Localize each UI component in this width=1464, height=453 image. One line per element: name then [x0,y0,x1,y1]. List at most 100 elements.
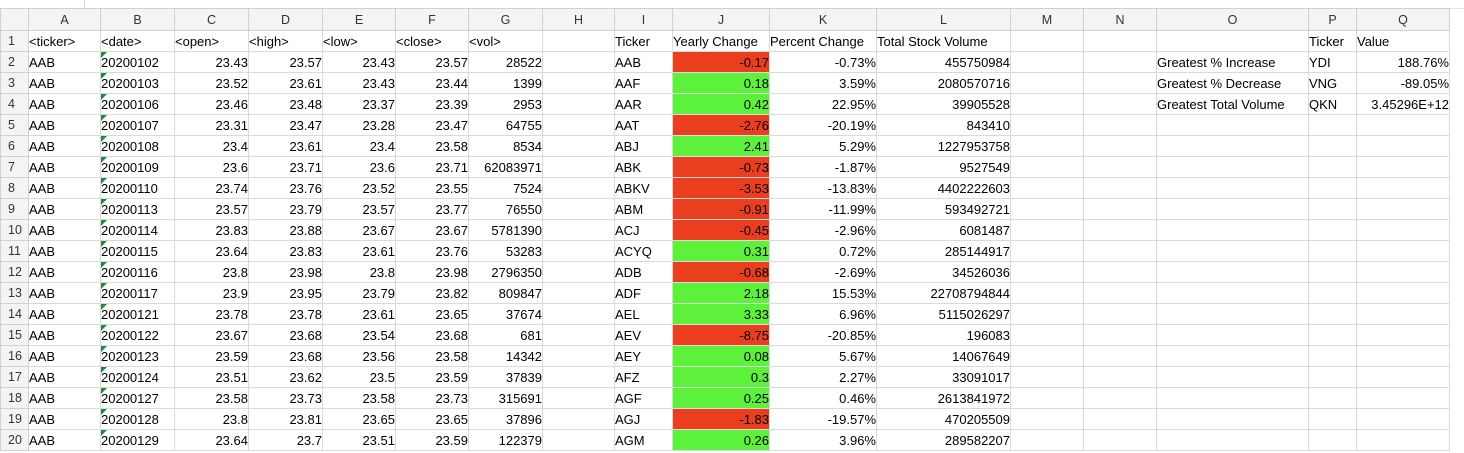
date-cell[interactable]: 20200123 [100,345,175,367]
summary-ticker-cell[interactable]: ABJ [614,135,673,157]
summary-ticker-cell[interactable]: AAR [614,93,673,115]
empty-cell[interactable] [542,282,615,304]
ticker-cell[interactable]: AAB [28,135,101,157]
empty-cell[interactable] [542,177,615,199]
close-cell[interactable]: 23.71 [395,156,469,178]
total-volume-cell[interactable]: 6081487 [876,219,1011,241]
empty-cell[interactable] [1156,387,1309,409]
empty-cell[interactable] [1308,240,1357,262]
low-cell[interactable]: 23.61 [322,240,396,262]
total-volume-cell[interactable]: 33091017 [876,366,1011,388]
empty-cell[interactable] [1083,198,1157,220]
empty-cell[interactable] [1308,366,1357,388]
empty-cell[interactable] [1356,303,1450,325]
empty-cell[interactable] [1156,261,1309,283]
high-cell[interactable]: 23.98 [248,261,323,283]
ticker-cell[interactable]: AAB [28,303,101,325]
open-cell[interactable]: 23.4 [174,135,249,157]
header-cell-ticker[interactable]: <ticker> [28,30,101,52]
result-value-cell[interactable]: -89.05% [1356,72,1450,94]
volume-cell[interactable]: 37896 [468,408,543,430]
empty-cell[interactable] [1083,366,1157,388]
percent-change-cell[interactable]: -11.99% [769,198,877,220]
open-cell[interactable]: 23.31 [174,114,249,136]
summary-ticker-cell[interactable]: ABK [614,156,673,178]
volume-cell[interactable]: 1399 [468,72,543,94]
empty-cell[interactable] [1156,177,1309,199]
empty-cell[interactable] [1356,387,1450,409]
close-cell[interactable]: 23.59 [395,429,469,451]
close-cell[interactable]: 23.58 [395,135,469,157]
yearly-change-cell[interactable]: -8.75 [672,324,770,346]
total-volume-cell[interactable]: 843410 [876,114,1011,136]
row-header[interactable]: 17 [0,366,29,388]
ticker-cell[interactable]: AAB [28,93,101,115]
empty-cell[interactable] [1356,198,1450,220]
percent-change-cell[interactable]: 2.27% [769,366,877,388]
total-volume-cell[interactable]: 1227953758 [876,135,1011,157]
percent-change-cell[interactable]: 5.29% [769,135,877,157]
empty-cell[interactable] [1010,30,1084,52]
percent-change-cell[interactable]: 0.72% [769,240,877,262]
header-cell-close[interactable]: <close> [395,30,469,52]
date-cell[interactable]: 20200109 [100,156,175,178]
row-header[interactable]: 18 [0,387,29,409]
row-header[interactable]: 6 [0,135,29,157]
date-cell[interactable]: 20200103 [100,72,175,94]
low-cell[interactable]: 23.54 [322,324,396,346]
ticker-cell[interactable]: AAB [28,366,101,388]
row-header[interactable]: 1 [0,30,29,52]
empty-cell[interactable] [542,324,615,346]
ticker-cell[interactable]: AAB [28,408,101,430]
close-cell[interactable]: 23.65 [395,303,469,325]
close-cell[interactable]: 23.68 [395,324,469,346]
empty-cell[interactable] [1308,198,1357,220]
empty-cell[interactable] [1010,240,1084,262]
empty-cell[interactable] [1010,51,1084,73]
empty-cell[interactable] [1156,282,1309,304]
empty-cell[interactable] [542,135,615,157]
empty-cell[interactable] [1356,219,1450,241]
date-cell[interactable]: 20200107 [100,114,175,136]
ticker-cell[interactable]: AAB [28,345,101,367]
yearly-change-cell[interactable]: 0.3 [672,366,770,388]
result-label-cell[interactable]: Greatest % Increase [1156,51,1309,73]
date-cell[interactable]: 20200114 [100,219,175,241]
ticker-cell[interactable]: AAB [28,51,101,73]
ticker-cell[interactable]: AAB [28,261,101,283]
open-cell[interactable]: 23.46 [174,93,249,115]
percent-change-cell[interactable]: 15.53% [769,282,877,304]
open-cell[interactable]: 23.57 [174,198,249,220]
empty-cell[interactable] [542,30,615,52]
date-cell[interactable]: 20200121 [100,303,175,325]
empty-cell[interactable] [542,72,615,94]
open-cell[interactable]: 23.83 [174,219,249,241]
yearly-change-cell[interactable]: 0.42 [672,93,770,115]
open-cell[interactable]: 23.74 [174,177,249,199]
percent-change-cell[interactable]: -1.87% [769,156,877,178]
empty-cell[interactable] [1308,324,1357,346]
high-cell[interactable]: 23.73 [248,387,323,409]
empty-cell[interactable] [1156,156,1309,178]
total-volume-cell[interactable]: 2080570716 [876,72,1011,94]
summary-ticker-cell[interactable]: ACYQ [614,240,673,262]
row-header[interactable]: 14 [0,303,29,325]
empty-cell[interactable] [1010,177,1084,199]
empty-cell[interactable] [1308,345,1357,367]
empty-cell[interactable] [1010,303,1084,325]
empty-cell[interactable] [1083,30,1157,52]
total-volume-cell[interactable]: 34526036 [876,261,1011,283]
header-cell-open[interactable]: <open> [174,30,249,52]
empty-cell[interactable] [1010,408,1084,430]
low-cell[interactable]: 23.58 [322,387,396,409]
low-cell[interactable]: 23.61 [322,303,396,325]
open-cell[interactable]: 23.58 [174,387,249,409]
total-volume-cell[interactable]: 5115026297 [876,303,1011,325]
empty-cell[interactable] [542,345,615,367]
percent-change-cell[interactable]: -2.96% [769,219,877,241]
summary-header-ticker[interactable]: Ticker [614,30,673,52]
yearly-change-cell[interactable]: -1.83 [672,408,770,430]
total-volume-cell[interactable]: 14067649 [876,345,1011,367]
date-cell[interactable]: 20200102 [100,51,175,73]
summary-ticker-cell[interactable]: ABM [614,198,673,220]
